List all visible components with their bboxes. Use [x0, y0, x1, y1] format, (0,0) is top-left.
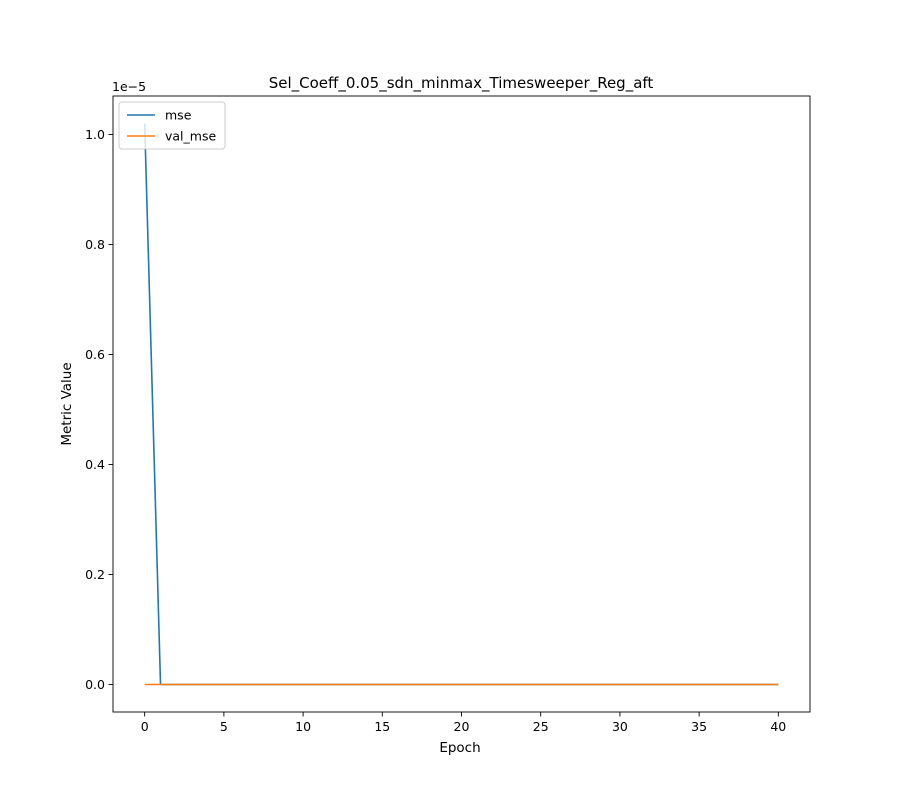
y-tick-label-0.6: 0.6: [85, 347, 105, 362]
x-tick-label-25: 25: [533, 719, 549, 734]
legend-label-val_mse: val_mse: [165, 129, 216, 144]
y-tick-label-0.2: 0.2: [85, 567, 105, 582]
legend-label-mse: mse: [165, 108, 192, 123]
x-tick-label-20: 20: [454, 719, 470, 734]
x-tick-label-30: 30: [612, 719, 628, 734]
chart-title: Sel_Coeff_0.05_sdn_minmax_Timesweeper_Re…: [269, 74, 654, 93]
x-tick-label-40: 40: [770, 719, 786, 734]
legend-box: [118, 101, 226, 150]
y-offset-text: 1e−5: [112, 79, 146, 94]
y-tick-label-0.8: 0.8: [85, 237, 105, 252]
x-tick-label-15: 15: [374, 719, 390, 734]
x-tick-label-10: 10: [295, 719, 311, 734]
y-tick-label-1.0: 1.0: [85, 127, 105, 142]
plot-frame: [112, 95, 811, 713]
y-tick-label-0.4: 0.4: [85, 457, 105, 472]
x-tick-label-35: 35: [691, 719, 707, 734]
series-line-mse: [143, 123, 779, 686]
y-axis-label: Metric Value: [59, 362, 75, 445]
x-axis-label: Epoch: [439, 740, 480, 756]
x-tick-label-5: 5: [220, 719, 228, 734]
y-tick-label-0.0: 0.0: [85, 677, 105, 692]
x-tick-label-0: 0: [141, 719, 149, 734]
